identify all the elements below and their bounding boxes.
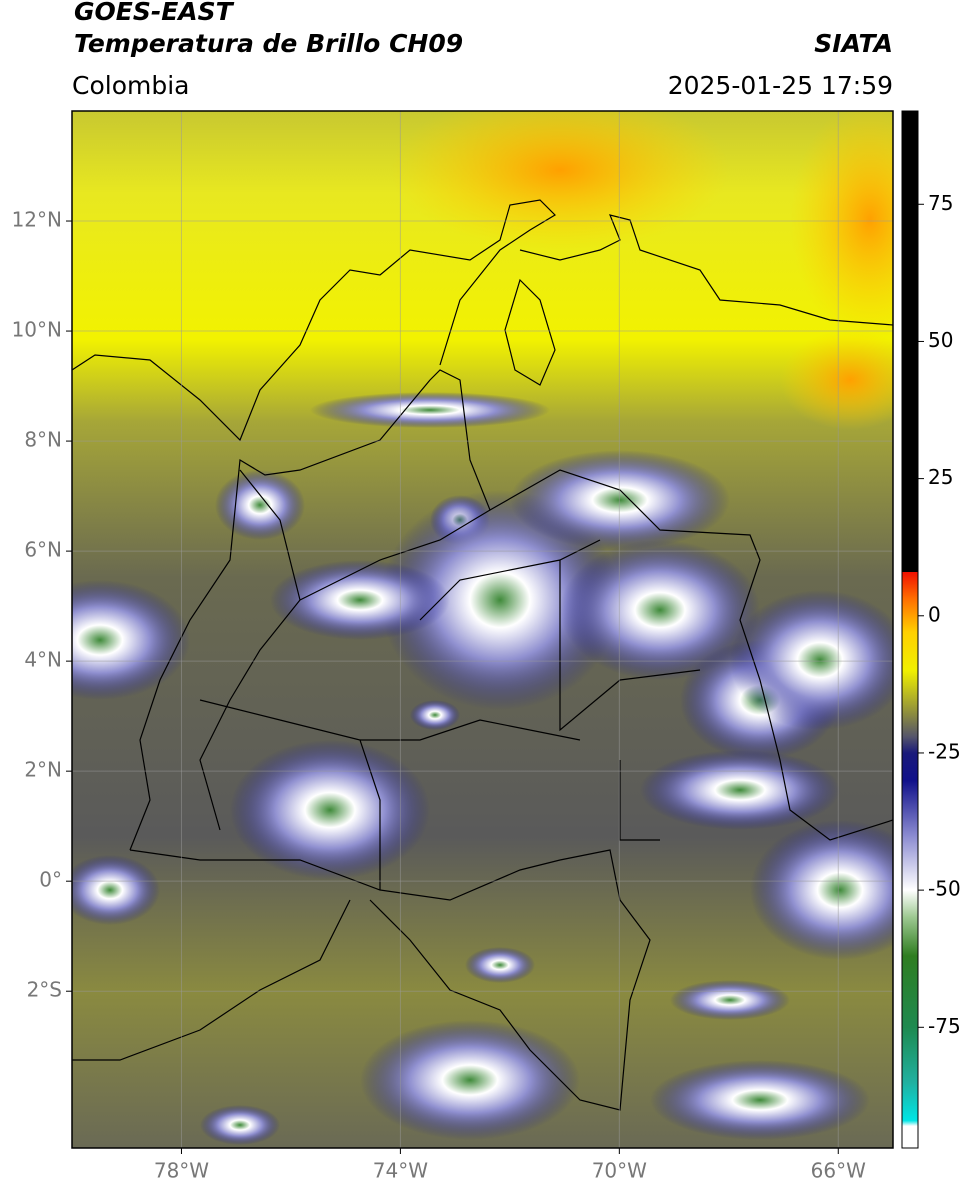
lon-tick-label: 66°W (811, 1159, 866, 1183)
lat-tick-label: 12°N (12, 208, 62, 232)
lon-tick-label: 78°W (154, 1159, 209, 1183)
lat-tick-label: 0° (39, 868, 62, 892)
lat-tick-label: 2°S (27, 978, 62, 1002)
lat-tick-label: 8°N (24, 428, 62, 452)
satellite-image (72, 111, 893, 1148)
lat-tick-label: 6°N (24, 538, 62, 562)
map-frame (71, 110, 894, 1149)
region: Colombia (72, 71, 189, 100)
colorbar-tick-label: -75 (928, 1014, 961, 1038)
lat-tick-label: 10°N (12, 318, 62, 342)
colorbar-tick-label: 50 (928, 328, 953, 352)
lat-tick-label: 2°N (24, 758, 62, 782)
grid (72, 111, 893, 1148)
colorbar-tick-label: 25 (928, 465, 953, 489)
datetime: 2025-01-25 17:59 (668, 71, 893, 100)
lat-tick-label: 4°N (24, 648, 62, 672)
colorbar-tick-label: -50 (928, 877, 961, 901)
colorbar-tick-label: 75 (928, 191, 953, 215)
lon-tick-label: 70°W (592, 1159, 647, 1183)
title: GOES-EAST (74, 0, 235, 26)
lon-tick-label: 74°W (373, 1159, 428, 1183)
colorbar-tick-label: -25 (928, 739, 961, 763)
colorbar (901, 110, 919, 1149)
title: Temperatura de Brillo CH09 (74, 29, 463, 58)
source: SIATA (814, 29, 893, 58)
colorbar-tick-label: 0 (928, 602, 941, 626)
